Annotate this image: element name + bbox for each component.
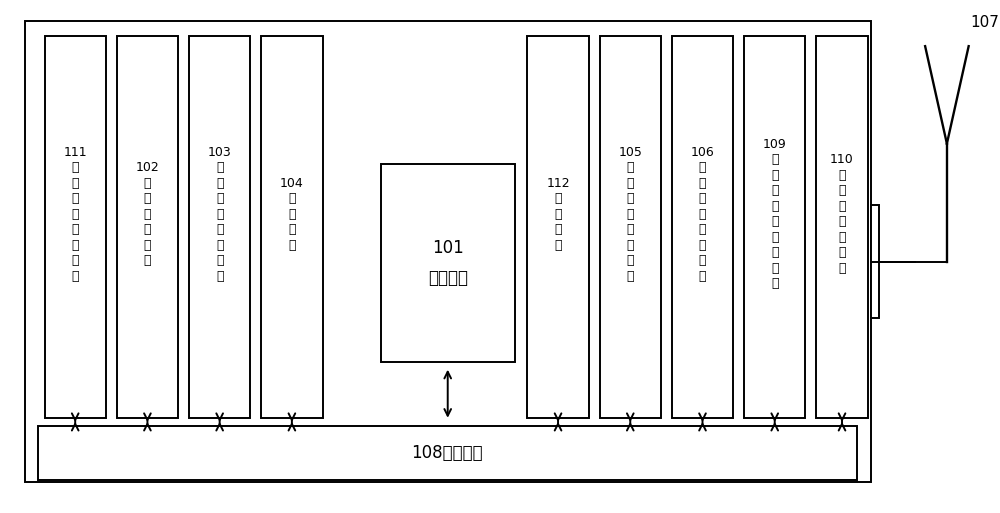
Text: 110
摄
像
头
接
口
模
块: 110 摄 像 头 接 口 模 块 — [830, 153, 854, 275]
Bar — [45, 36, 106, 418]
Text: 102
网
络
接
口
模
块: 102 网 络 接 口 模 块 — [136, 161, 159, 267]
Bar — [744, 36, 805, 418]
Text: 111
基
站
频
谱
分
析
模
块: 111 基 站 频 谱 分 析 模 块 — [63, 146, 87, 283]
Text: 108电源模块: 108电源模块 — [411, 444, 483, 462]
Bar — [38, 426, 857, 480]
Text: 112
闪
存
模
块: 112 闪 存 模 块 — [546, 176, 570, 252]
Bar — [816, 36, 868, 418]
Bar — [672, 36, 733, 418]
Bar — [261, 36, 323, 418]
Text: 106
第
二
无
线
通
信
模
块: 106 第 二 无 线 通 信 模 块 — [691, 146, 714, 283]
Text: 109
防
雷
击
电
源
保
护
模
块: 109 防 雷 击 电 源 保 护 模 块 — [763, 138, 787, 290]
Bar — [527, 36, 589, 418]
Bar — [189, 36, 250, 418]
Bar — [117, 36, 178, 418]
Bar — [600, 36, 661, 418]
Text: 105
第
一
无
线
通
信
模
块: 105 第 一 无 线 通 信 模 块 — [618, 146, 642, 283]
Bar — [381, 164, 515, 362]
Bar — [871, 205, 879, 318]
Text: 104
内
存
模
块: 104 内 存 模 块 — [280, 176, 304, 252]
Text: 107: 107 — [970, 15, 999, 30]
Text: 103
通
信
加
密
解
密
模
块: 103 通 信 加 密 解 密 模 块 — [208, 146, 232, 283]
Bar — [25, 21, 871, 482]
Text: 101
处理模块: 101 处理模块 — [428, 239, 468, 287]
